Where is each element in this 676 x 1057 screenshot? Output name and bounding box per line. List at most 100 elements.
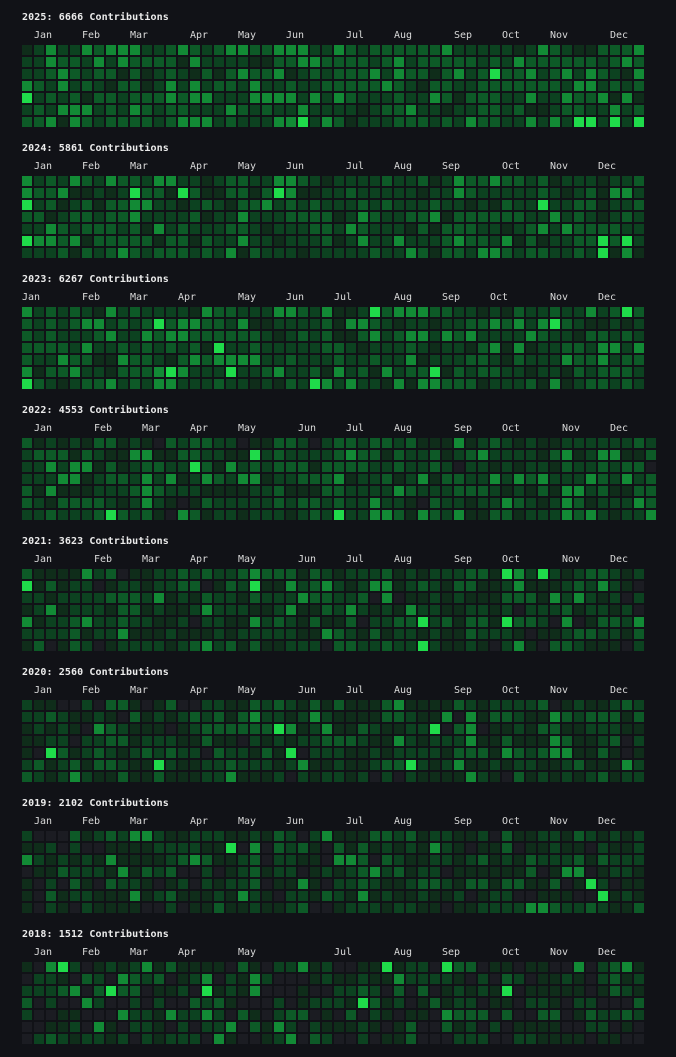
day-cell[interactable] bbox=[286, 236, 296, 246]
day-cell[interactable] bbox=[190, 486, 200, 496]
day-cell[interactable] bbox=[406, 986, 416, 996]
day-cell[interactable] bbox=[490, 307, 500, 317]
day-cell[interactable] bbox=[250, 641, 260, 651]
day-cell[interactable] bbox=[226, 248, 236, 258]
day-cell[interactable] bbox=[382, 903, 392, 913]
day-cell[interactable] bbox=[274, 486, 284, 496]
day-cell[interactable] bbox=[430, 867, 440, 877]
day-cell[interactable] bbox=[526, 974, 536, 984]
day-cell[interactable] bbox=[538, 772, 548, 782]
day-cell[interactable] bbox=[238, 69, 248, 79]
day-cell[interactable] bbox=[370, 903, 380, 913]
day-cell[interactable] bbox=[298, 474, 308, 484]
day-cell[interactable] bbox=[394, 450, 404, 460]
day-cell[interactable] bbox=[142, 105, 152, 115]
day-cell[interactable] bbox=[226, 879, 236, 889]
day-cell[interactable] bbox=[454, 438, 464, 448]
day-cell[interactable] bbox=[238, 200, 248, 210]
day-cell[interactable] bbox=[442, 867, 452, 877]
day-cell[interactable] bbox=[346, 891, 356, 901]
day-cell[interactable] bbox=[634, 974, 644, 984]
day-cell[interactable] bbox=[502, 617, 512, 627]
day-cell[interactable] bbox=[574, 224, 584, 234]
day-cell[interactable] bbox=[106, 700, 116, 710]
day-cell[interactable] bbox=[286, 879, 296, 889]
day-cell[interactable] bbox=[262, 629, 272, 639]
day-cell[interactable] bbox=[286, 69, 296, 79]
day-cell[interactable] bbox=[346, 712, 356, 722]
day-cell[interactable] bbox=[118, 831, 128, 841]
day-cell[interactable] bbox=[538, 569, 548, 579]
day-cell[interactable] bbox=[586, 998, 596, 1008]
day-cell[interactable] bbox=[190, 319, 200, 329]
day-cell[interactable] bbox=[106, 176, 116, 186]
day-cell[interactable] bbox=[442, 176, 452, 186]
day-cell[interactable] bbox=[610, 200, 620, 210]
day-cell[interactable] bbox=[46, 462, 56, 472]
day-cell[interactable] bbox=[358, 81, 368, 91]
day-cell[interactable] bbox=[454, 355, 464, 365]
day-cell[interactable] bbox=[370, 105, 380, 115]
day-cell[interactable] bbox=[310, 319, 320, 329]
day-cell[interactable] bbox=[154, 593, 164, 603]
day-cell[interactable] bbox=[286, 986, 296, 996]
day-cell[interactable] bbox=[562, 117, 572, 127]
day-cell[interactable] bbox=[250, 45, 260, 55]
day-cell[interactable] bbox=[58, 200, 68, 210]
day-cell[interactable] bbox=[190, 629, 200, 639]
day-cell[interactable] bbox=[598, 772, 608, 782]
day-cell[interactable] bbox=[370, 331, 380, 341]
day-cell[interactable] bbox=[58, 498, 68, 508]
day-cell[interactable] bbox=[166, 1010, 176, 1020]
day-cell[interactable] bbox=[274, 438, 284, 448]
day-cell[interactable] bbox=[298, 736, 308, 746]
day-cell[interactable] bbox=[574, 117, 584, 127]
day-cell[interactable] bbox=[262, 593, 272, 603]
day-cell[interactable] bbox=[298, 188, 308, 198]
day-cell[interactable] bbox=[226, 843, 236, 853]
day-cell[interactable] bbox=[634, 593, 644, 603]
day-cell[interactable] bbox=[118, 474, 128, 484]
day-cell[interactable] bbox=[214, 712, 224, 722]
day-cell[interactable] bbox=[442, 772, 452, 782]
day-cell[interactable] bbox=[118, 1034, 128, 1044]
day-cell[interactable] bbox=[166, 617, 176, 627]
day-cell[interactable] bbox=[334, 879, 344, 889]
day-cell[interactable] bbox=[418, 879, 428, 889]
day-cell[interactable] bbox=[430, 569, 440, 579]
day-cell[interactable] bbox=[418, 1022, 428, 1032]
day-cell[interactable] bbox=[418, 105, 428, 115]
day-cell[interactable] bbox=[154, 176, 164, 186]
day-cell[interactable] bbox=[154, 867, 164, 877]
day-cell[interactable] bbox=[526, 188, 536, 198]
day-cell[interactable] bbox=[454, 212, 464, 222]
day-cell[interactable] bbox=[526, 367, 536, 377]
day-cell[interactable] bbox=[454, 343, 464, 353]
day-cell[interactable] bbox=[310, 117, 320, 127]
day-cell[interactable] bbox=[562, 307, 572, 317]
day-cell[interactable] bbox=[514, 224, 524, 234]
day-cell[interactable] bbox=[82, 593, 92, 603]
day-cell[interactable] bbox=[154, 212, 164, 222]
day-cell[interactable] bbox=[598, 188, 608, 198]
day-cell[interactable] bbox=[298, 462, 308, 472]
day-cell[interactable] bbox=[370, 379, 380, 389]
day-cell[interactable] bbox=[286, 331, 296, 341]
day-cell[interactable] bbox=[526, 57, 536, 67]
day-cell[interactable] bbox=[334, 462, 344, 472]
day-cell[interactable] bbox=[634, 724, 644, 734]
day-cell[interactable] bbox=[262, 700, 272, 710]
day-cell[interactable] bbox=[250, 605, 260, 615]
day-cell[interactable] bbox=[58, 1010, 68, 1020]
day-cell[interactable] bbox=[370, 962, 380, 972]
day-cell[interactable] bbox=[274, 772, 284, 782]
day-cell[interactable] bbox=[586, 117, 596, 127]
day-cell[interactable] bbox=[70, 641, 80, 651]
day-cell[interactable] bbox=[574, 867, 584, 877]
day-cell[interactable] bbox=[94, 748, 104, 758]
day-cell[interactable] bbox=[58, 748, 68, 758]
day-cell[interactable] bbox=[406, 367, 416, 377]
day-cell[interactable] bbox=[610, 974, 620, 984]
day-cell[interactable] bbox=[130, 486, 140, 496]
day-cell[interactable] bbox=[478, 379, 488, 389]
